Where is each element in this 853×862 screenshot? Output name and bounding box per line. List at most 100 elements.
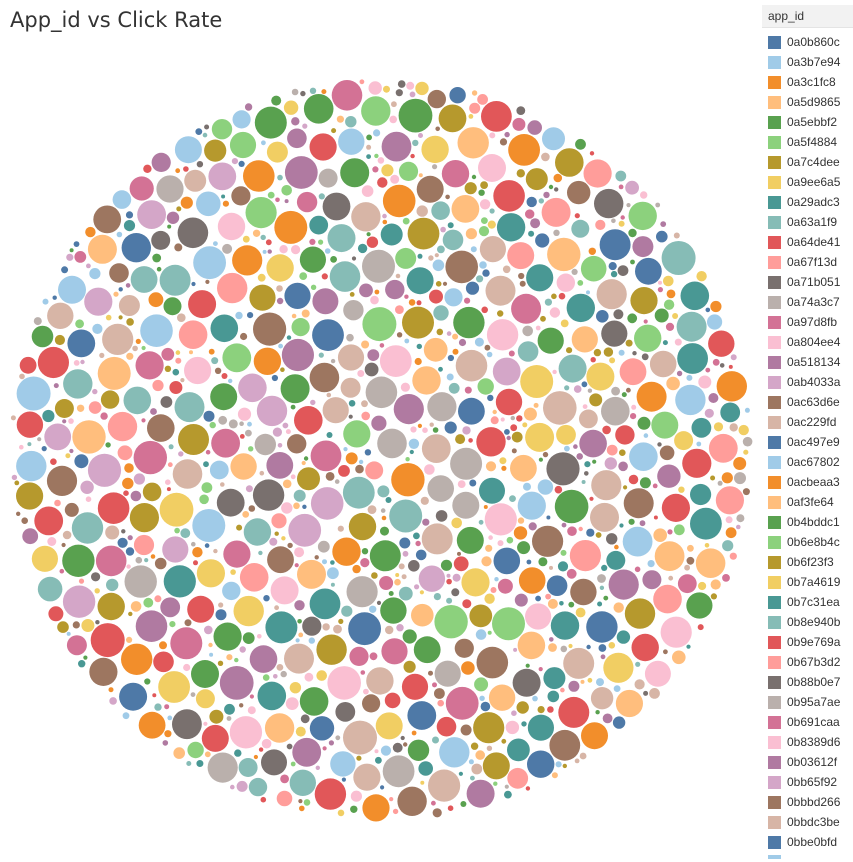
bubble-mark[interactable] xyxy=(576,453,583,460)
bubble-mark[interactable] xyxy=(637,416,651,430)
bubble-mark[interactable] xyxy=(217,212,246,241)
bubble-mark[interactable] xyxy=(602,713,613,724)
bubble-mark[interactable] xyxy=(303,94,334,124)
bubble-mark[interactable] xyxy=(532,525,564,557)
legend-item[interactable]: 0a67f13d xyxy=(762,252,853,272)
legend-item[interactable]: 0b88b0e7 xyxy=(762,672,853,692)
bubble-mark[interactable] xyxy=(553,229,560,236)
bubble-mark[interactable] xyxy=(281,536,286,541)
bubble-mark[interactable] xyxy=(530,218,541,229)
bubble-mark[interactable] xyxy=(673,232,680,239)
bubble-mark[interactable] xyxy=(265,611,298,644)
bubble-mark[interactable] xyxy=(186,761,192,766)
bubble-mark[interactable] xyxy=(342,476,375,509)
bubble-mark[interactable] xyxy=(300,714,310,724)
bubble-mark[interactable] xyxy=(413,636,441,664)
bubble-mark[interactable] xyxy=(404,294,409,299)
bubble-mark[interactable] xyxy=(276,297,284,305)
legend-item[interactable]: 0a0b860c xyxy=(762,32,853,52)
bubble-mark[interactable] xyxy=(242,160,275,192)
bubble-mark[interactable] xyxy=(87,234,117,264)
bubble-mark[interactable] xyxy=(375,712,403,740)
bubble-mark[interactable] xyxy=(393,394,424,425)
bubble-mark[interactable] xyxy=(581,722,608,750)
bubble-mark[interactable] xyxy=(232,110,251,129)
bubble-mark[interactable] xyxy=(558,292,566,300)
bubble-mark[interactable] xyxy=(89,268,101,280)
bubble-mark[interactable] xyxy=(469,479,477,487)
bubble-mark[interactable] xyxy=(48,606,64,622)
bubble-mark[interactable] xyxy=(461,568,490,597)
bubble-mark[interactable] xyxy=(487,630,492,635)
bubble-mark[interactable] xyxy=(502,265,511,274)
bubble-mark[interactable] xyxy=(199,494,209,505)
bubble-mark[interactable] xyxy=(213,622,242,651)
bubble-mark[interactable] xyxy=(397,80,406,88)
bubble-mark[interactable] xyxy=(687,544,694,552)
bubble-mark[interactable] xyxy=(105,525,120,540)
bubble-mark[interactable] xyxy=(432,427,439,433)
bubble-mark[interactable] xyxy=(720,402,741,423)
bubble-mark[interactable] xyxy=(399,537,411,549)
bubble-mark[interactable] xyxy=(742,436,753,447)
bubble-mark[interactable] xyxy=(318,168,338,188)
bubble-mark[interactable] xyxy=(290,404,296,410)
bubble-mark[interactable] xyxy=(166,487,171,492)
bubble-mark[interactable] xyxy=(152,253,162,263)
bubble-mark[interactable] xyxy=(672,650,686,665)
bubble-mark[interactable] xyxy=(363,688,369,695)
bubble-mark[interactable] xyxy=(180,196,193,209)
bubble-mark[interactable] xyxy=(590,357,596,363)
bubble-mark[interactable] xyxy=(257,273,266,282)
bubble-mark[interactable] xyxy=(293,502,300,510)
bubble-mark[interactable] xyxy=(330,358,336,364)
bubble-mark[interactable] xyxy=(581,381,588,388)
bubble-mark[interactable] xyxy=(508,350,515,357)
bubble-mark[interactable] xyxy=(684,564,690,571)
bubble-mark[interactable] xyxy=(16,511,21,516)
bubble-mark[interactable] xyxy=(558,354,587,383)
bubble-mark[interactable] xyxy=(630,259,635,265)
bubble-mark[interactable] xyxy=(663,299,675,310)
bubble-mark[interactable] xyxy=(451,195,480,223)
bubble-mark[interactable] xyxy=(561,522,567,528)
bubble-mark[interactable] xyxy=(78,660,86,668)
bubble-mark[interactable] xyxy=(226,654,233,661)
bubble-mark[interactable] xyxy=(34,506,64,536)
bubble-mark[interactable] xyxy=(494,577,499,582)
bubble-mark[interactable] xyxy=(482,269,490,277)
bubble-mark[interactable] xyxy=(160,597,181,618)
bubble-mark[interactable] xyxy=(276,790,293,807)
bubble-mark[interactable] xyxy=(744,407,750,413)
bubble-mark[interactable] xyxy=(218,602,224,608)
bubble-mark[interactable] xyxy=(261,738,272,749)
bubble-mark[interactable] xyxy=(601,564,608,572)
bubble-mark[interactable] xyxy=(466,779,495,808)
bubble-mark[interactable] xyxy=(382,213,387,219)
bubble-mark[interactable] xyxy=(452,491,480,519)
bubble-mark[interactable] xyxy=(95,620,100,625)
bubble-mark[interactable] xyxy=(83,655,88,660)
bubble-mark[interactable] xyxy=(337,525,344,532)
bubble-mark[interactable] xyxy=(99,352,105,358)
bubble-mark[interactable] xyxy=(318,193,325,200)
bubble-mark[interactable] xyxy=(356,755,362,761)
bubble-mark[interactable] xyxy=(121,529,126,534)
bubble-mark[interactable] xyxy=(266,141,288,163)
bubble-mark[interactable] xyxy=(452,573,461,582)
bubble-mark[interactable] xyxy=(462,599,472,609)
bubble-mark[interactable] xyxy=(705,307,711,313)
bubble-mark[interactable] xyxy=(366,154,371,160)
bubble-mark[interactable] xyxy=(37,437,42,442)
bubble-mark[interactable] xyxy=(309,716,335,741)
bubble-mark[interactable] xyxy=(586,528,595,537)
bubble-mark[interactable] xyxy=(272,427,282,437)
bubble-mark[interactable] xyxy=(626,387,631,393)
bubble-mark[interactable] xyxy=(526,264,554,292)
bubble-mark[interactable] xyxy=(465,281,480,295)
bubble-mark[interactable] xyxy=(348,414,353,419)
legend-item[interactable]: 0a804ee4 xyxy=(762,332,853,352)
bubble-mark[interactable] xyxy=(321,273,328,280)
bubble-mark[interactable] xyxy=(674,338,682,346)
bubble-mark[interactable] xyxy=(476,275,484,283)
